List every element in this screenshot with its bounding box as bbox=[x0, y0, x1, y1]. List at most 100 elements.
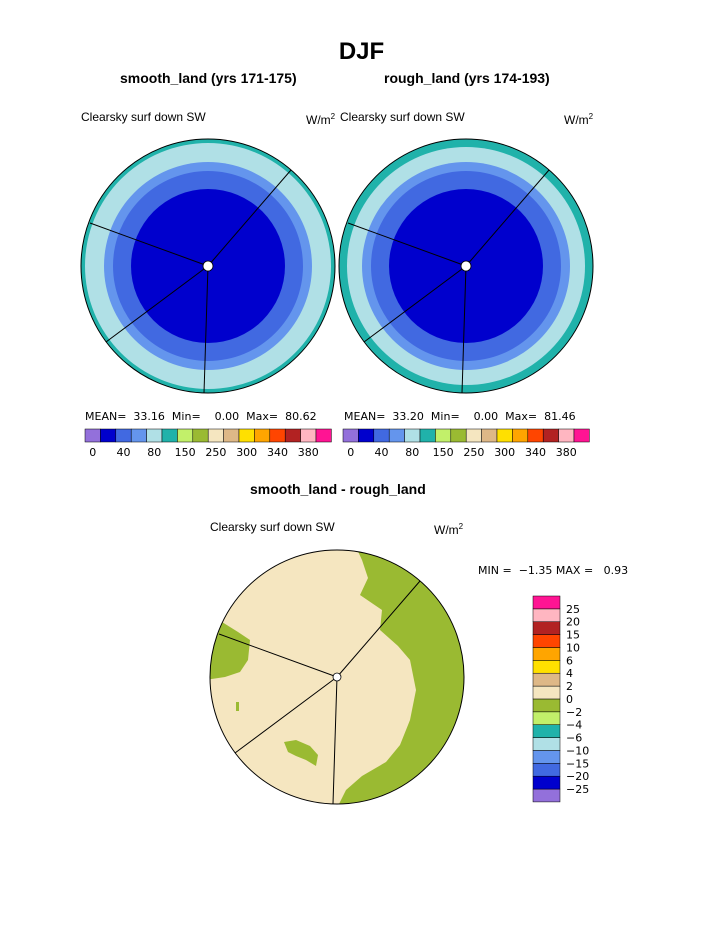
colorbar-tick-label: 0 bbox=[89, 446, 96, 459]
colorbar-swatch bbox=[358, 428, 375, 443]
colorbar-swatch bbox=[532, 672, 561, 687]
stats-rough: MEAN= 33.20 Min= 0.00 Max= 81.46 bbox=[344, 410, 576, 423]
colorbar-swatch bbox=[532, 660, 561, 674]
max-value: 0.93 bbox=[603, 564, 629, 577]
colorbar-swatch bbox=[558, 428, 575, 443]
colorbar-tick-label: 4 bbox=[566, 667, 573, 680]
colorbar-swatch bbox=[254, 428, 271, 443]
meridian-line bbox=[347, 222, 467, 267]
meridian-line bbox=[461, 265, 467, 394]
colorbar-swatch bbox=[130, 428, 147, 443]
colorbar-swatch bbox=[284, 428, 301, 443]
colorbar-swatch bbox=[532, 608, 561, 622]
colorbar-tick-label: 250 bbox=[205, 446, 226, 459]
colorbar-tick-label: −10 bbox=[566, 744, 589, 757]
map-border bbox=[209, 549, 465, 805]
panel-title-rough: rough_land (yrs 174-193) bbox=[384, 70, 550, 86]
colorbar-smooth: 0 40 80 150 250 300 340 380 bbox=[84, 428, 332, 459]
pole-marker bbox=[332, 672, 342, 682]
panel-title-smooth: smooth_land (yrs 171-175) bbox=[120, 70, 297, 86]
colorbar-tick-label: 6 bbox=[566, 654, 573, 667]
colorbar-tick-label: 0 bbox=[566, 693, 573, 706]
polar-map-difference bbox=[209, 549, 465, 805]
colorbar-swatch bbox=[532, 737, 561, 751]
colorbar-swatch bbox=[532, 595, 561, 610]
meridian-line bbox=[336, 580, 421, 678]
colorbar-swatch bbox=[465, 428, 482, 443]
colorbar-swatch bbox=[435, 428, 452, 443]
region-negative-east bbox=[336, 550, 464, 804]
season-title: DJF bbox=[338, 38, 385, 65]
colorbar-swatch bbox=[177, 428, 194, 443]
colorbar-rough: 0 40 80 150 250 300 340 380 bbox=[342, 428, 590, 459]
meridian-line bbox=[465, 169, 550, 267]
region-negative-speck bbox=[236, 702, 239, 711]
units-label-diff: W/m2 bbox=[434, 522, 464, 537]
colorbar-tick-label: −4 bbox=[566, 719, 582, 732]
colorbar-swatch bbox=[419, 428, 436, 443]
colorbar-swatch bbox=[269, 428, 286, 443]
colorbar-tick-label: −15 bbox=[566, 757, 589, 770]
units-label-smooth: W/m2 bbox=[306, 112, 336, 127]
colorbar-tick-label: −25 bbox=[566, 783, 589, 796]
min-value: 0.00 bbox=[214, 410, 240, 423]
colorbar-swatch bbox=[532, 750, 561, 764]
colorbar-tick-label: 340 bbox=[525, 446, 546, 459]
colorbar-tick-label: 150 bbox=[175, 446, 196, 459]
colorbar-tick-label: 300 bbox=[236, 446, 257, 459]
colorbar-swatch bbox=[192, 428, 209, 443]
max-value: 80.62 bbox=[285, 410, 317, 423]
colorbar-swatch bbox=[532, 685, 561, 700]
colorbar-tick-label: −6 bbox=[566, 732, 582, 745]
polar-map-rough bbox=[338, 138, 594, 394]
colorbar-swatch bbox=[373, 428, 390, 443]
colorbar-tick-label: 15 bbox=[566, 629, 580, 642]
max-value: 81.46 bbox=[544, 410, 576, 423]
stats-diff: MIN = −1.35 MAX = 0.93 bbox=[478, 564, 629, 577]
colorbar-swatch bbox=[496, 428, 513, 443]
pole-marker bbox=[460, 260, 472, 272]
colorbar-swatch bbox=[481, 428, 498, 443]
colorbar-swatch bbox=[342, 428, 359, 443]
colorbar-swatch bbox=[161, 428, 178, 443]
map-border bbox=[80, 138, 336, 394]
variable-label-rough: Clearsky surf down SW bbox=[340, 110, 465, 124]
colorbar-tick-label: 10 bbox=[566, 641, 580, 654]
meridian-line bbox=[207, 169, 292, 267]
colorbar-swatch bbox=[573, 428, 590, 443]
colorbar-swatch bbox=[532, 724, 561, 738]
meridian-line bbox=[218, 633, 338, 678]
colorbar-swatch bbox=[315, 428, 332, 443]
units-label-rough: W/m2 bbox=[564, 112, 594, 127]
polar-map-smooth bbox=[80, 138, 336, 394]
colorbar-swatch bbox=[527, 428, 544, 443]
colorbar-swatch bbox=[532, 763, 561, 777]
colorbar-swatch bbox=[223, 428, 240, 443]
colorbar-tick-label: 25 bbox=[566, 603, 580, 616]
colorbar-swatch bbox=[450, 428, 467, 443]
mean-value: 33.20 bbox=[392, 410, 424, 423]
colorbar-tick-label: 380 bbox=[556, 446, 577, 459]
colorbar-swatch bbox=[404, 428, 421, 443]
colorbar-swatch bbox=[532, 711, 561, 725]
diff-title: smooth_land - rough_land bbox=[250, 481, 426, 497]
meridian-line bbox=[203, 265, 209, 394]
colorbar-swatch bbox=[100, 428, 117, 443]
colorbar-swatch bbox=[532, 788, 561, 803]
colorbar-swatch bbox=[532, 698, 561, 713]
colorbar-swatch bbox=[300, 428, 317, 443]
colorbar-tick-label: 2 bbox=[566, 680, 573, 693]
mean-value: 33.16 bbox=[133, 410, 165, 423]
min-value: −1.35 bbox=[518, 564, 553, 577]
colorbar-swatch bbox=[542, 428, 559, 443]
colorbar-swatch bbox=[532, 775, 561, 790]
variable-label-diff: Clearsky surf down SW bbox=[210, 520, 335, 534]
colorbar-tick-label: −2 bbox=[566, 706, 582, 719]
meridian-line bbox=[89, 222, 209, 267]
colorbar-swatch bbox=[512, 428, 529, 443]
region-negative-south bbox=[284, 740, 318, 766]
meridian-line bbox=[363, 265, 467, 343]
min-value: 0.00 bbox=[473, 410, 499, 423]
